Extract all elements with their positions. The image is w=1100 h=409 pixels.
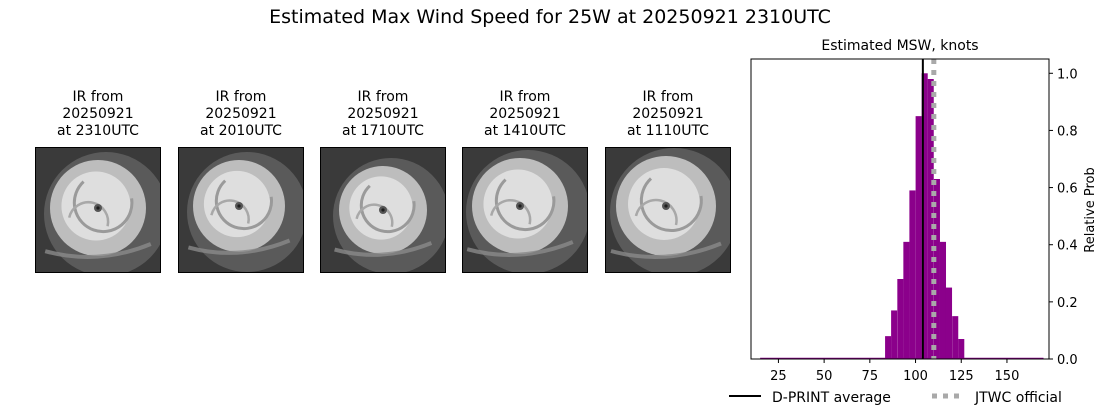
ir-panel: IR from 20250921 at 1410UTC [462, 89, 588, 273]
histogram-bar [921, 73, 928, 360]
ir-caption-line: at 1410UTC [484, 123, 566, 139]
satellite-ir-typhoon-image [36, 148, 160, 272]
histogram-bar [903, 241, 910, 359]
histogram-bar [885, 336, 892, 359]
x-tick-label: 75 [862, 369, 879, 384]
figure-title: Estimated Max Wind Speed for 25W at 2025… [269, 6, 831, 28]
histogram-bar [891, 310, 898, 359]
satellite-ir-image [35, 147, 161, 273]
ir-caption-line: 20250921 [632, 106, 704, 122]
x-tick-label: 150 [995, 369, 1020, 384]
ir-caption-line: IR from [215, 89, 267, 105]
ir-caption-line: IR from [499, 89, 551, 105]
y-tick-label: 0.6 [1057, 182, 1078, 197]
satellite-ir-image [178, 147, 304, 273]
ir-caption-line: 20250921 [489, 106, 561, 122]
ir-caption-line: at 1110UTC [627, 123, 709, 139]
x-tick-label: 125 [949, 369, 974, 384]
histogram-bar [897, 279, 904, 359]
reference-lines [921, 59, 937, 359]
y-tick-label: 0.8 [1057, 124, 1078, 139]
ir-panel: IR from 20250921 at 1110UTC [605, 89, 731, 273]
satellite-ir-image [605, 147, 731, 273]
satellite-ir-typhoon-image [179, 148, 303, 272]
ir-caption-line: IR from [642, 89, 694, 105]
satellite-ir-image [320, 147, 446, 273]
y-tick-label: 0.2 [1057, 296, 1078, 311]
chart-axes: 25 50 75 100 125 150 0.0 0.2 0.4 0.6 0.8 1.0 [750, 58, 1078, 384]
histogram-bar [945, 287, 953, 359]
plot-frame [750, 58, 1050, 360]
satellite-ir-typhoon-image [463, 148, 587, 272]
y-tick-label: 0.0 [1057, 353, 1078, 368]
histogram-bar [939, 241, 947, 359]
histogram-bar [952, 316, 959, 359]
y-tick-label: 1.0 [1057, 67, 1078, 82]
ir-caption-line: 20250921 [62, 106, 134, 122]
histogram-bar [958, 339, 965, 359]
y-axis-label: Relative Prob [1083, 167, 1098, 252]
x-tick-label: 50 [816, 369, 833, 384]
legend-label-jtwc: JTWC official [974, 390, 1062, 406]
ir-panel: IR from 20250921 at 1710UTC [320, 89, 446, 273]
histogram-bars [760, 73, 1044, 360]
chart-title: Estimated MSW, knots [821, 38, 978, 54]
ir-caption-line: at 2310UTC [57, 123, 139, 139]
ir-caption-line: at 2010UTC [200, 123, 282, 139]
histogram-bar [927, 79, 934, 359]
histogram-bar [933, 179, 940, 359]
ir-panel: IR from 20250921 at 2310UTC [35, 89, 161, 273]
ir-caption-line: at 1710UTC [342, 123, 424, 139]
ir-caption-line: IR from [357, 89, 409, 105]
histogram-bar [915, 116, 922, 360]
ir-caption-line: 20250921 [347, 106, 419, 122]
x-tick-label: 100 [903, 369, 928, 384]
satellite-ir-image [462, 147, 588, 273]
legend-label-dprint: D-PRINT average [772, 390, 891, 406]
histogram-bar [909, 190, 916, 359]
ir-caption-line: 20250921 [205, 106, 277, 122]
chart-legend: D-PRINT average JTWC official [729, 390, 1062, 406]
satellite-ir-typhoon-image [321, 148, 445, 272]
ir-caption-line: IR from [72, 89, 124, 105]
ir-panel: IR from 20250921 at 2010UTC [178, 89, 304, 273]
y-tick-label: 0.4 [1057, 239, 1078, 254]
x-tick-label: 25 [770, 369, 787, 384]
satellite-ir-typhoon-image [606, 148, 730, 272]
